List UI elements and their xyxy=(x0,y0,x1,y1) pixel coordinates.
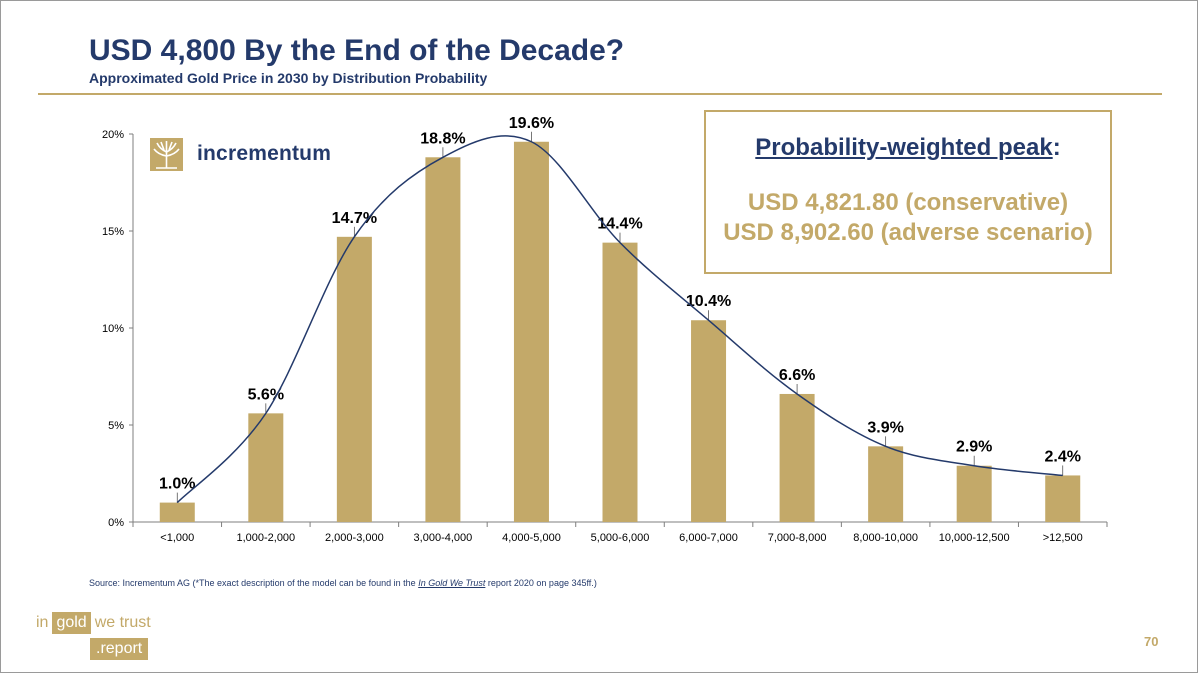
y-tick-label: 15% xyxy=(102,226,124,238)
bar xyxy=(956,465,992,522)
source-note: Source: Incrementum AG (*The exact descr… xyxy=(89,578,597,588)
x-category-label: <1,000 xyxy=(160,532,194,544)
slide-title: USD 4,800 By the End of the Decade? xyxy=(89,34,625,67)
callout-conservative: USD 4,821.80 (conservative) xyxy=(747,189,1069,216)
slide-subtitle: Approximated Gold Price in 2030 by Distr… xyxy=(89,70,488,86)
incrementum-logo: incrementum xyxy=(150,136,331,172)
bar xyxy=(513,141,549,522)
bar xyxy=(602,242,638,522)
bar-value-label: 1.0% xyxy=(159,476,195,493)
page-number: 70 xyxy=(1144,634,1159,649)
tree-logo-icon xyxy=(150,137,183,171)
bar-value-label: 18.8% xyxy=(420,130,465,147)
bar xyxy=(1045,475,1081,522)
footer-logo-gold: gold xyxy=(52,612,91,634)
y-tick-label: 5% xyxy=(108,420,124,432)
bar xyxy=(336,236,372,522)
x-category-label: 5,000-6,000 xyxy=(591,532,650,544)
logo-wordmark: incrementum xyxy=(197,142,332,165)
y-tick-label: 0% xyxy=(108,517,124,529)
x-category-label: >12,500 xyxy=(1043,532,1083,544)
peak-callout-box: Probability-weighted peak: USD 4,821.80 … xyxy=(704,110,1112,274)
bar xyxy=(779,393,815,522)
bar-value-label: 10.4% xyxy=(686,293,731,310)
in-gold-we-trust-logo: in gold we trust .report xyxy=(36,612,151,660)
footer-logo-in: in xyxy=(36,614,49,631)
distribution-curve xyxy=(176,135,1063,504)
bar-value-label: 2.4% xyxy=(1044,448,1080,465)
bar xyxy=(691,320,727,522)
footer-logo-we-trust: we trust xyxy=(94,614,151,631)
x-category-label: 6,000-7,000 xyxy=(679,532,738,544)
bar-value-label: 14.7% xyxy=(332,210,377,227)
bar-value-label: 5.6% xyxy=(248,386,284,403)
bar xyxy=(868,446,904,522)
y-tick-label: 10% xyxy=(102,323,124,335)
bar-value-label: 14.4% xyxy=(597,216,642,233)
bar xyxy=(425,157,461,522)
x-category-label: 2,000-3,000 xyxy=(325,532,384,544)
x-category-label: 7,000-8,000 xyxy=(768,532,827,544)
callout-heading: Probability-weighted peak: xyxy=(755,134,1061,161)
bar-value-label: 3.9% xyxy=(867,419,903,436)
footer-logo-report: .report xyxy=(90,638,149,660)
bar-value-label: 6.6% xyxy=(779,367,815,384)
title-divider xyxy=(38,93,1162,95)
bar-value-label: 19.6% xyxy=(509,115,554,132)
bar xyxy=(248,413,284,522)
bar-value-label: 2.9% xyxy=(956,439,992,456)
x-category-label: 3,000-4,000 xyxy=(414,532,473,544)
callout-adverse: USD 8,902.60 (adverse scenario) xyxy=(723,219,1093,246)
x-category-label: 10,000-12,500 xyxy=(939,532,1010,544)
y-tick-label: 20% xyxy=(102,129,124,141)
x-category-label: 4,000-5,000 xyxy=(502,532,561,544)
bar xyxy=(159,502,195,522)
x-category-label: 1,000-2,000 xyxy=(236,532,295,544)
x-category-label: 8,000-10,000 xyxy=(853,532,918,544)
